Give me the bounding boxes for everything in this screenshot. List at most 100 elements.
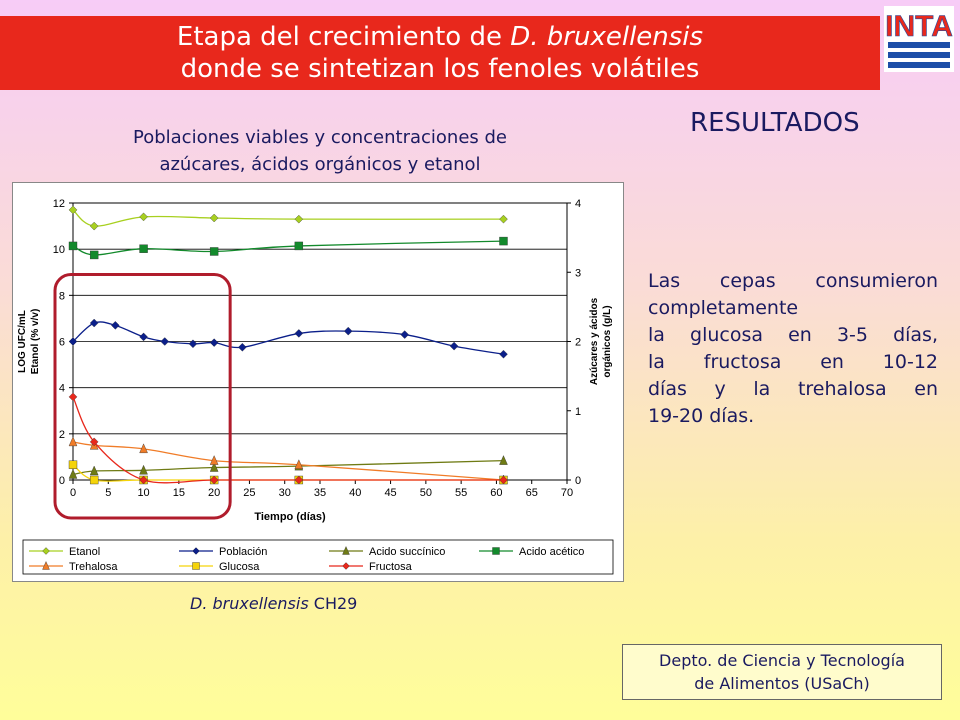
results-line: la fructosa en 10-12 [648,351,938,373]
data-point-acido-succ-nico [68,468,78,479]
x-tick-label: 55 [455,487,467,499]
legend-marker-poblaci-n [192,547,200,555]
data-point-acido-ac-tico [294,241,304,251]
chart-caption-line1: Poblaciones viables y concentraciones de [132,127,507,148]
x-tick-label: 60 [490,487,502,499]
series-line-glucosa [72,464,504,482]
legend-label-acido-succ-nico: Acido succínico [369,546,445,558]
results-line: días y la trehalosa en [648,378,938,400]
legend-marker-glucosa [192,562,200,570]
data-point-acido-ac-tico [209,247,219,256]
legend-marker-fructosa [342,562,350,570]
data-point-poblaci-n [209,338,219,347]
data-point-poblaci-n [449,341,459,351]
legend-marker-acido-ac-tico [492,547,500,555]
legend-marker-trehalosa [42,561,50,570]
legend-box [22,539,614,575]
chart-caption-line2: azúcares, ácidos orgánicos y etanol [159,154,481,175]
legend-marker-acido-succ-nico [342,546,350,555]
legend-label-fructosa: Fructosa [369,561,413,573]
x-axis-label: Tiempo (días) [254,511,326,523]
y-axis-label-right: Azúcares y ácidos [589,297,600,385]
page-title-line1: Etapa del crecimiento de D. bruxellensis [176,22,704,52]
inta-logo: INTA [884,6,954,72]
x-tick-label: 50 [420,487,432,499]
data-point-glucosa [89,475,99,485]
data-point-trehalosa [294,459,304,469]
x-tick-label: 65 [526,487,538,499]
department-line1: Depto. de Ciencia y Tecnología [659,651,905,670]
data-point-fructosa [294,475,304,485]
data-point-fructosa [68,392,78,402]
legend-label-etanol: Etanol [69,546,100,558]
x-tick-label: 35 [314,487,326,499]
data-point-fructosa [89,437,99,447]
data-point-poblaci-n [499,349,508,359]
y-axis-label-left: LOG UFC/mL [17,310,28,373]
data-point-etanol [68,205,78,215]
data-point-poblaci-n [139,332,148,342]
y-tick-label-left: 4 [59,383,65,395]
data-point-poblaci-n [111,321,120,330]
legend-label-acido-ac-tico: Acido acético [519,546,584,558]
data-point-poblaci-n [400,330,409,339]
results-paragraph: Las cepas consumieron completamente la g… [648,268,938,430]
data-point-trehalosa [209,455,219,465]
x-tick-label: 70 [561,487,573,499]
data-point-acido-succ-nico [499,455,508,465]
data-point-fructosa [139,475,148,485]
x-tick-label: 30 [279,487,291,499]
results-line: la glucosa en 3-5 días, [648,324,938,346]
department-box: Depto. de Ciencia y Tecnología de Alimen… [622,644,942,700]
x-tick-label: 40 [349,487,361,499]
results-line: completamente [648,297,799,319]
y-tick-label-left: 10 [53,244,65,256]
data-point-etanol [139,212,148,222]
results-line: Las cepas consumieron [648,270,938,292]
y-axis-label-right: orgánicos (g/L) [602,305,613,377]
data-point-poblaci-n [238,342,247,352]
logo-text: INTA [885,10,953,43]
highlight-box [53,273,232,520]
data-point-poblaci-n [343,326,353,336]
data-point-acido-ac-tico [89,250,99,260]
data-point-poblaci-n [294,329,304,338]
data-point-etanol [89,221,99,231]
data-point-trehalosa [139,443,148,454]
y-tick-label-left: 0 [59,475,65,487]
series-line-poblaci-n [72,321,504,355]
y-tick-label-left: 8 [59,290,65,302]
department-line2: de Alimentos (USaCh) [694,674,870,693]
y-tick-label-right: 2 [575,337,581,349]
data-point-trehalosa [68,436,78,447]
data-point-glucosa [68,460,78,469]
data-point-fructosa [209,475,219,485]
results-heading: RESULTADOS [690,108,860,138]
legend-marker-etanol [42,547,50,555]
data-point-etanol [294,214,304,224]
y-tick-label-right: 3 [575,267,581,279]
data-point-acido-succ-nico [139,464,148,475]
data-point-acido-succ-nico [89,465,99,476]
data-point-acido-ac-tico [68,241,78,251]
y-tick-label-left: 6 [59,337,65,349]
x-tick-label: 25 [243,487,255,499]
x-tick-label: 20 [208,487,220,499]
data-point-acido-ac-tico [139,244,148,253]
y-tick-label-left: 2 [59,429,65,441]
data-point-poblaci-n [188,339,198,349]
y-tick-label-right: 0 [575,475,581,487]
page-title-line2: donde se sintetizan los fenoles volátile… [180,54,700,84]
title-banner: Etapa del crecimiento de D. bruxellensis… [0,16,880,90]
x-tick-label: 15 [173,487,185,499]
x-tick-label: 45 [384,487,396,499]
chart-container: 0 2 4 6 8 10 12 0 1 2 3 4 0 5 10 15 20 25 30 35 40 45 50 55 60 65… [12,182,624,582]
data-point-etanol [499,214,508,224]
legend-label-poblaci-n: Población [219,546,267,558]
results-line: 19-20 días. [648,405,755,427]
y-tick-label-left: 12 [53,198,65,210]
legend-label-glucosa: Glucosa [219,561,260,573]
y-tick-label-right: 1 [575,406,581,418]
legend-label-trehalosa: Trehalosa [69,561,118,573]
